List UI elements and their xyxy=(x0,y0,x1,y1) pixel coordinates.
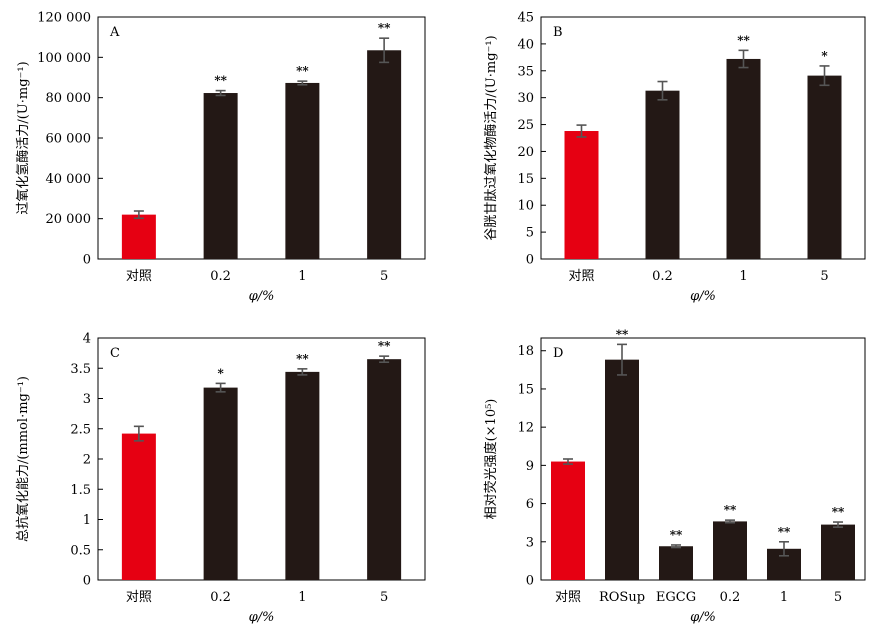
y-tick-label: 0 xyxy=(526,574,534,589)
y-axis-label: 总抗氧化能力/(mmol·mg⁻¹) xyxy=(16,376,31,542)
bar xyxy=(367,359,401,580)
y-tick-label: 60 000 xyxy=(46,132,92,147)
y-tick-label: 6 xyxy=(526,497,534,512)
chart-panel-c: 0 0.5 1 1.5 2 2.5 3 3.5 4 对照 * 0.2 ** 1 ** 5 Cφ/% 总抗氧化能力/… xyxy=(16,332,425,626)
x-tick-label: 5 xyxy=(380,590,388,605)
x-tick-label: 0.2 xyxy=(720,590,741,605)
x-tick-label: 1 xyxy=(739,269,747,284)
y-tick-label: 20 000 xyxy=(46,212,92,227)
panel-letter: C xyxy=(110,346,120,361)
significance-label: ** xyxy=(724,503,737,517)
x-tick-label: 1 xyxy=(780,590,788,605)
y-tick-label: 120 000 xyxy=(37,11,91,26)
significance-label: ** xyxy=(670,528,683,542)
significance-label: ** xyxy=(616,327,629,341)
y-tick-label: 0 xyxy=(83,253,91,268)
bar xyxy=(204,93,238,259)
significance-label: * xyxy=(217,366,224,380)
y-tick-label: 2.5 xyxy=(70,422,91,437)
y-axis-label: 过氧化氢酶活力/(U·mg⁻¹) xyxy=(15,61,31,214)
bar xyxy=(122,434,156,580)
y-tick-label: 10 xyxy=(517,199,534,214)
x-tick-label: 1 xyxy=(298,590,306,605)
bar xyxy=(659,546,693,580)
x-axis-label: φ/% xyxy=(690,610,716,625)
x-axis-label: φ/% xyxy=(249,289,275,304)
significance-label: ** xyxy=(214,74,227,88)
y-tick-label: 1 xyxy=(83,513,91,528)
bar xyxy=(367,50,401,259)
bar xyxy=(821,525,855,580)
significance-label: ** xyxy=(378,21,391,35)
panel-letter: A xyxy=(109,25,120,40)
x-tick-label: 对照 xyxy=(555,590,581,605)
y-tick-label: 9 xyxy=(526,459,534,474)
bar xyxy=(646,91,680,259)
bar xyxy=(285,372,319,580)
bar xyxy=(605,360,639,580)
y-tick-label: 100 000 xyxy=(37,51,91,66)
x-tick-label: EGCG xyxy=(656,590,696,605)
significance-label: ** xyxy=(778,525,791,539)
y-tick-label: 40 xyxy=(517,37,534,52)
significance-label: ** xyxy=(737,33,750,47)
x-axis-label: φ/% xyxy=(690,289,716,304)
x-tick-label: 对照 xyxy=(126,590,152,605)
x-axis-label: φ/% xyxy=(249,610,275,625)
y-tick-label: 3 xyxy=(526,535,534,550)
chart-panel-d: 0 3 6 9 12 15 18 对照 ** ROSup ** EGCG ** 0.2 ** 1 ** 5 Dφ/%… xyxy=(483,327,865,625)
y-tick-label: 40 000 xyxy=(46,172,92,187)
x-tick-label: 对照 xyxy=(126,269,152,284)
x-tick-label: 1 xyxy=(298,269,306,284)
y-tick-label: 12 xyxy=(517,421,534,436)
y-tick-label: 15 xyxy=(517,172,534,187)
x-tick-label: 0.2 xyxy=(210,269,231,284)
y-tick-label: 30 xyxy=(517,91,534,106)
y-tick-label: 0.5 xyxy=(70,543,91,558)
bar xyxy=(551,462,585,580)
bar xyxy=(727,59,761,259)
chart-panel-b: 0 5 10 15 20 25 30 35 40 45 对照 0.2 ** 1 * 5 Bφ/% 谷胱甘肽过氧化物… xyxy=(483,11,865,305)
significance-label: ** xyxy=(296,352,309,366)
y-tick-label: 2 xyxy=(83,453,91,468)
bar xyxy=(808,76,842,259)
panel-letter: D xyxy=(553,346,563,361)
bar xyxy=(713,521,747,580)
bar xyxy=(565,131,599,259)
panel-letter: B xyxy=(553,25,563,40)
x-tick-label: 5 xyxy=(834,590,842,605)
y-tick-label: 5 xyxy=(526,226,534,241)
bar xyxy=(285,83,319,259)
significance-label: ** xyxy=(832,505,845,519)
y-tick-label: 0 xyxy=(83,574,91,589)
y-tick-label: 0 xyxy=(526,253,534,268)
y-axis-label: 相对荧光强度(×10⁵) xyxy=(483,399,499,520)
y-axis-label: 谷胱甘肽过氧化物酶活力/(U·mg⁻¹) xyxy=(483,35,499,240)
y-tick-label: 1.5 xyxy=(70,483,91,498)
bar xyxy=(122,215,156,259)
plot-frame xyxy=(541,338,865,580)
significance-label: ** xyxy=(296,64,309,78)
y-tick-label: 3.5 xyxy=(70,362,91,377)
y-tick-label: 4 xyxy=(83,332,91,347)
x-tick-label: ROSup xyxy=(599,590,645,605)
chart-panel-a: 0 20 000 40 000 60 000 80 000 100 000 120 000 对… xyxy=(15,11,425,305)
significance-label: * xyxy=(821,49,828,63)
significance-label: ** xyxy=(378,339,391,353)
y-tick-label: 80 000 xyxy=(46,91,92,106)
y-tick-label: 25 xyxy=(517,118,534,133)
y-tick-label: 15 xyxy=(517,382,534,397)
bar xyxy=(204,388,238,580)
x-tick-label: 0.2 xyxy=(652,269,673,284)
y-tick-label: 35 xyxy=(517,64,534,79)
figure: 020 00040 00060 00080 000100 000120 000对… xyxy=(0,0,879,632)
x-tick-label: 5 xyxy=(380,269,388,284)
y-tick-label: 3 xyxy=(83,392,91,407)
x-tick-label: 5 xyxy=(820,269,828,284)
y-tick-label: 45 xyxy=(517,11,534,26)
x-tick-label: 对照 xyxy=(568,269,594,284)
y-tick-label: 18 xyxy=(517,344,534,359)
y-tick-label: 20 xyxy=(517,145,534,160)
x-tick-label: 0.2 xyxy=(210,590,231,605)
